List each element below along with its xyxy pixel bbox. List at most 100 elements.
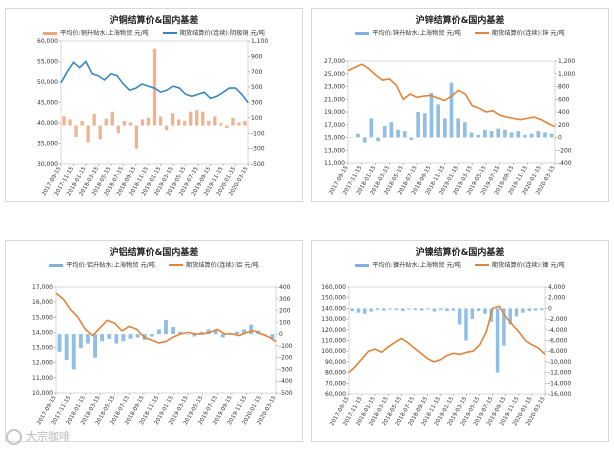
bar [128,122,133,126]
y-right-tick-label: 600 [558,96,570,103]
y-right-tick-label: 2,000 [548,295,565,302]
bar [104,118,108,126]
bar [508,308,512,325]
y-left-tick-label: 90,000 [325,359,346,366]
bar [489,131,494,138]
chart-legend: 平均价:镍升贴水:上海物贸 元/吨 期货结算价(连续):镍 元/吨 [312,260,608,269]
y-right-tick-label: 700 [251,69,263,76]
y-left-tick-label: 160,000 [321,284,346,291]
y-right-tick-label: 400 [558,109,570,116]
bar [529,133,534,138]
bar [536,131,541,138]
y-right-tick-label: -8,000 [548,348,568,355]
bar [107,334,112,339]
watermark-text: 大宗咖啡 [26,430,70,443]
bar [407,308,411,310]
y-right-tick-label: -300 [279,366,293,373]
bar [206,329,211,335]
bar [436,104,440,138]
bar [451,308,456,311]
bar [195,110,199,126]
bar [86,125,90,143]
bar [235,331,239,335]
bar [449,82,454,138]
bar [74,125,78,138]
legend-label: 平均价:镍升贴水:上海物贸 元/吨 [372,262,461,269]
y-right-tick-label: -12,000 [548,370,571,377]
bar [78,334,83,349]
legend-label: 期货结算价(连续):阴极铜 元/吨 [179,30,265,37]
bar [426,308,430,310]
bar [92,114,96,126]
y-left-tick-label: 13,000 [32,345,53,352]
y-left-tick-label: 27,000 [324,58,345,65]
bar [456,118,461,138]
y-right-tick-label: 900 [251,53,263,60]
chart-title: 沪锌结算价&国内基差 [415,16,505,26]
legend-swatch [43,31,58,35]
y-right-tick-label: 0 [558,135,562,142]
bar [483,129,487,138]
bar [464,308,468,341]
legend-item-line: 期货结算价(连续):镍 元/吨 [474,260,565,269]
series-line [60,60,249,103]
y-left-tick-label: 40,000 [37,120,58,127]
legend-swatch [474,32,489,34]
bar [140,119,145,126]
bar [156,329,161,335]
y-right-tick-label: 300 [279,296,291,303]
y-left-tick-label: 55,000 [37,59,58,66]
bar [514,308,519,317]
bar [396,129,400,138]
y-right-tick-label: -400 [558,160,572,167]
bar [369,118,374,138]
y-left-tick-label: 11,000 [324,160,345,167]
chart-panel-nickel: 沪镍结算价&国内基差 平均价:镍升贴水:上海物贸 元/吨 期货结算价(连续):镍… [311,240,609,442]
bar [225,125,229,128]
bar [213,330,218,335]
bar [134,125,139,149]
chart-plot-copper: 30,000 35,000 40,000 45,000 50,000 55,000 60,0… [37,38,268,197]
y-right-tick-label: -400 [279,378,293,385]
legend-swatch [49,263,64,267]
y-left-tick-label: 60,000 [37,38,58,45]
bar [270,334,275,339]
y-right-tick-label: 1,000 [558,71,575,78]
bar [243,120,247,126]
y-left-tick-label: 50,000 [37,79,58,86]
y-right-tick-label: 400 [279,284,291,291]
y-right-tick-label: -16,000 [548,391,571,398]
bar [470,308,475,320]
bar [416,112,420,138]
bar [176,119,181,126]
bar [116,125,120,134]
bar [401,308,405,312]
legend-label: 期货结算价(连续):锌 元/吨 [491,30,565,37]
y-left-tick-label: 15,000 [324,135,345,142]
bar [516,131,521,138]
y-left-tick-label: 23,000 [324,84,345,91]
bar [242,329,247,335]
bar [114,334,119,344]
y-left-tick-label: 16,000 [32,299,53,306]
chart-legend: 平均价:铜升贴水:上海物贸 元/吨 期货结算价(连续):阴极铜 元/吨 [6,28,302,37]
bar [220,334,225,338]
y-left-tick-label: 19,000 [324,109,345,116]
bar [540,308,544,311]
bar [110,111,114,126]
chart-panel-copper: 沪铜结算价&国内基差 平均价:铜升贴水:上海物贸 元/吨 期货结算价(连续):阴… [5,8,303,202]
bar [422,113,427,138]
y-right-tick-label: -2,000 [548,316,568,323]
y-right-tick-label: -4,000 [548,327,568,334]
y-right-tick-label: 4,000 [548,284,565,291]
bar [503,129,507,138]
y-right-tick-label: 800 [558,84,570,91]
y-right-tick-label: 0 [279,331,283,338]
y-right-tick-label: -500 [279,390,293,397]
bar [413,308,418,311]
bar [419,308,424,311]
y-right-tick-label: 100 [279,319,291,326]
bar [496,128,501,138]
bar [438,308,443,311]
bar [521,308,525,313]
